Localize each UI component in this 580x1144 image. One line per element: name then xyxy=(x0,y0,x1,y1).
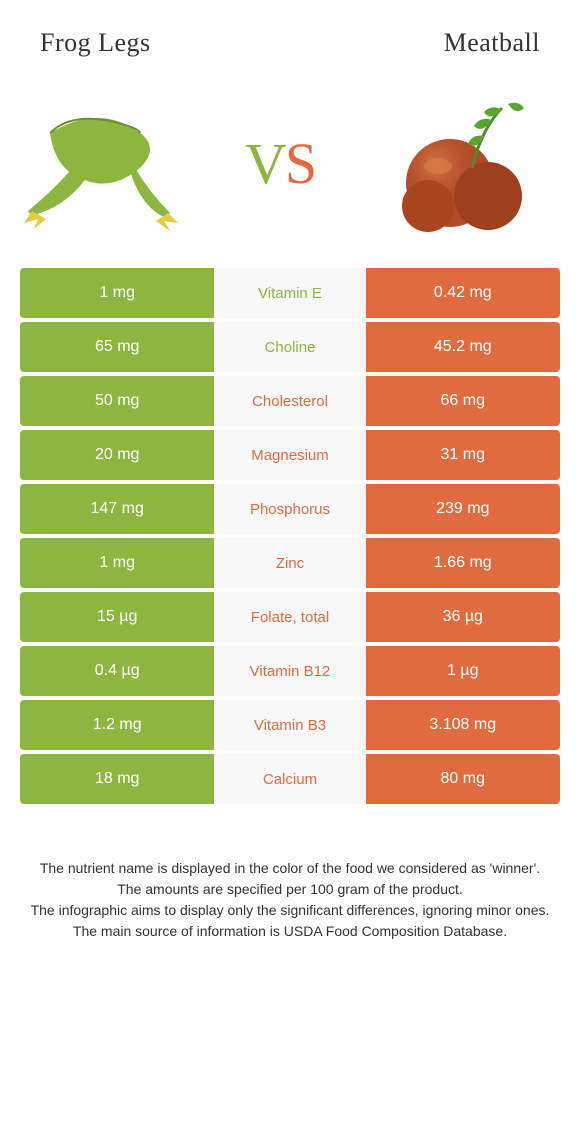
meatball-image xyxy=(370,88,550,238)
value-right: 66 mg xyxy=(366,376,560,426)
table-row: 15 µgFolate, total36 µg xyxy=(20,592,560,642)
value-right: 3.108 mg xyxy=(366,700,560,750)
value-right: 31 mg xyxy=(366,430,560,480)
frog-legs-image xyxy=(10,88,190,238)
nutrient-name: Phosphorus xyxy=(214,484,365,534)
footer-notes: The nutrient name is displayed in the co… xyxy=(0,808,580,962)
table-row: 1 mgZinc1.66 mg xyxy=(20,538,560,588)
table-row: 50 mgCholesterol66 mg xyxy=(20,376,560,426)
table-row: 1 mgVitamin E0.42 mg xyxy=(20,268,560,318)
nutrient-table: 1 mgVitamin E0.42 mg65 mgCholine45.2 mg5… xyxy=(0,268,580,804)
value-right: 80 mg xyxy=(366,754,560,804)
footer-line-4: The main source of information is USDA F… xyxy=(24,921,556,942)
nutrient-name: Magnesium xyxy=(214,430,365,480)
value-left: 0.4 µg xyxy=(20,646,214,696)
vs-s: s xyxy=(285,131,315,196)
value-right: 0.42 mg xyxy=(366,268,560,318)
value-left: 50 mg xyxy=(20,376,214,426)
value-left: 147 mg xyxy=(20,484,214,534)
value-left: 1.2 mg xyxy=(20,700,214,750)
value-right: 36 µg xyxy=(366,592,560,642)
nutrient-name: Choline xyxy=(214,322,365,372)
table-row: 0.4 µgVitamin B121 µg xyxy=(20,646,560,696)
nutrient-name: Cholesterol xyxy=(214,376,365,426)
table-row: 18 mgCalcium80 mg xyxy=(20,754,560,804)
vs-row: vs xyxy=(0,68,580,268)
table-row: 1.2 mgVitamin B33.108 mg xyxy=(20,700,560,750)
value-right: 1 µg xyxy=(366,646,560,696)
value-left: 18 mg xyxy=(20,754,214,804)
footer-line-2: The amounts are specified per 100 gram o… xyxy=(24,879,556,900)
vs-v: v xyxy=(245,131,285,196)
nutrient-name: Vitamin B12 xyxy=(214,646,365,696)
table-row: 20 mgMagnesium31 mg xyxy=(20,430,560,480)
value-left: 1 mg xyxy=(20,268,214,318)
title-right: Meatball xyxy=(444,28,540,58)
nutrient-name: Calcium xyxy=(214,754,365,804)
table-row: 65 mgCholine45.2 mg xyxy=(20,322,560,372)
value-left: 1 mg xyxy=(20,538,214,588)
value-right: 239 mg xyxy=(366,484,560,534)
value-right: 45.2 mg xyxy=(366,322,560,372)
header: Frog legs Meatball xyxy=(0,0,580,68)
value-left: 65 mg xyxy=(20,322,214,372)
footer-line-1: The nutrient name is displayed in the co… xyxy=(24,858,556,879)
footer-line-3: The infographic aims to display only the… xyxy=(24,900,556,921)
value-left: 20 mg xyxy=(20,430,214,480)
vs-label: vs xyxy=(245,130,315,197)
value-left: 15 µg xyxy=(20,592,214,642)
value-right: 1.66 mg xyxy=(366,538,560,588)
nutrient-name: Zinc xyxy=(214,538,365,588)
table-row: 147 mgPhosphorus239 mg xyxy=(20,484,560,534)
title-left: Frog legs xyxy=(40,28,151,58)
nutrient-name: Vitamin B3 xyxy=(214,700,365,750)
nutrient-name: Folate, total xyxy=(214,592,365,642)
nutrient-name: Vitamin E xyxy=(214,268,365,318)
